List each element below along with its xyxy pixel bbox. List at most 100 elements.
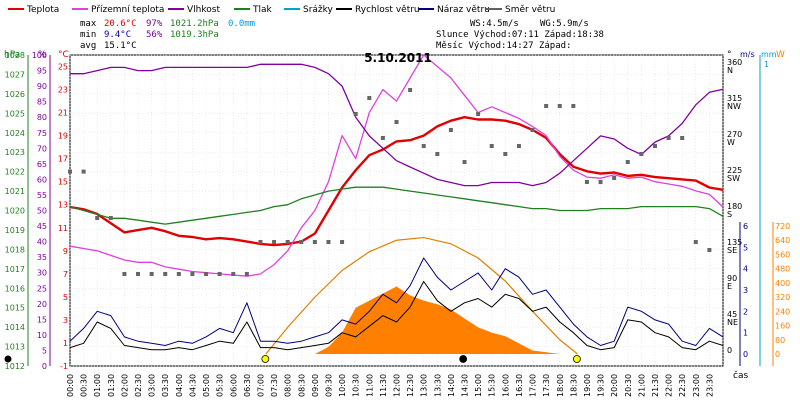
- pct-tick-label: 60: [37, 175, 47, 184]
- wind-dir-point: [462, 160, 467, 164]
- x-tick-label: 15:30: [488, 374, 497, 397]
- hpa-tick-label: 1019: [5, 226, 25, 235]
- x-tick-label: 05:30: [216, 374, 225, 397]
- x-tick-label: 05:00: [202, 374, 211, 397]
- w-tick-label: 560: [775, 250, 790, 259]
- w-tick-label: 240: [775, 307, 790, 316]
- x-tick-label: 20:30: [624, 374, 633, 397]
- x-tick-label: 04:00: [175, 374, 184, 397]
- wind-dir-point: [625, 160, 630, 164]
- temp-tick-label: 5: [63, 293, 68, 302]
- dir-tick-label: NE: [727, 318, 738, 327]
- hpa-tick-label: 1015: [5, 304, 25, 313]
- temp-tick-label: 15: [58, 178, 68, 187]
- pct-tick-label: 70: [37, 144, 47, 153]
- ms-axis-title: m/s: [740, 50, 755, 59]
- dir-tick-label: N: [727, 66, 733, 75]
- wind-dir-point: [680, 136, 685, 140]
- hpa-tick-label: 1025: [5, 109, 25, 118]
- wind-dir-point: [516, 144, 521, 148]
- wind-dir-point: [476, 112, 481, 116]
- wind-dir-point: [707, 248, 712, 252]
- x-tick-label: 16:00: [501, 374, 510, 397]
- wind-dir-point: [299, 240, 304, 244]
- dir-tick-label: S: [727, 210, 732, 219]
- series-line-vlhkost: [70, 63, 724, 187]
- x-tick-label: 02:30: [134, 374, 143, 397]
- x-tick-label: 08:30: [297, 374, 306, 397]
- dir-tick-label: W: [727, 138, 735, 147]
- pct-tick-label: 35: [37, 253, 47, 262]
- stat-min-label: min: [80, 30, 96, 40]
- ms-tick-label: 1: [743, 329, 748, 338]
- hpa-tick-label: 1020: [5, 207, 25, 216]
- hpa-tick-label: 1016: [5, 284, 25, 293]
- temp-tick-label: 13: [58, 201, 68, 210]
- w-tick-label: 160: [775, 322, 790, 331]
- pct-tick-label: 15: [37, 315, 47, 324]
- temp-tick-label: 21: [58, 109, 68, 118]
- mm-axis-title: mm: [761, 50, 777, 59]
- x-tick-label: 09:30: [324, 374, 333, 397]
- x-tick-label: 11:30: [379, 374, 388, 397]
- axes: hPa1012101310141015101610171018101910201…: [4, 50, 790, 371]
- dir-tick-label: 225: [727, 166, 742, 175]
- x-tick-label: 19:30: [597, 374, 606, 397]
- stat-max-hum: 97%: [146, 19, 163, 29]
- temp-tick-label: 17: [58, 155, 68, 164]
- wind-dir-point: [204, 272, 209, 276]
- stat-min-temp: 9.4°C: [104, 30, 131, 40]
- sunrise-marker: [261, 355, 270, 363]
- x-tick-label: 20:00: [610, 374, 619, 397]
- x-tick-label: 03:00: [148, 374, 157, 397]
- wind-dir-point: [258, 240, 263, 244]
- pct-tick-label: 5: [42, 346, 47, 355]
- pct-axis-title: %: [38, 50, 47, 60]
- wind-dir-point: [380, 136, 385, 140]
- dir-tick-label: SW: [727, 174, 740, 183]
- wind-dir-point: [272, 240, 277, 244]
- series-line-přízemní-teplota: [69, 54, 724, 277]
- x-tick-label: 17:00: [529, 374, 538, 397]
- dir-axis-title: °: [727, 50, 732, 60]
- x-tick-label: 14:00: [447, 374, 456, 397]
- wind-dir-point: [108, 216, 113, 220]
- x-tick-label: 08:00: [284, 374, 293, 397]
- wind-dir-point: [394, 120, 399, 124]
- pct-tick-label: 100: [32, 51, 47, 60]
- wind-gust-line: [69, 257, 724, 346]
- wind-dir-point: [421, 144, 426, 148]
- w-tick-label: 400: [775, 279, 790, 288]
- moonrise-marker: [459, 355, 468, 363]
- hpa-tick-label: 1026: [5, 90, 25, 99]
- wind-dir-point: [285, 240, 290, 244]
- wind-dir-point: [530, 128, 535, 132]
- wind-dir-point: [217, 272, 222, 276]
- wind-dir-point: [353, 112, 358, 116]
- x-tick-label: 06:30: [243, 374, 252, 397]
- stat-avg-temp: 15.1°C: [104, 41, 137, 51]
- x-tick-label: 03:30: [161, 374, 170, 397]
- wind-dir-point: [544, 104, 549, 108]
- pct-tick-label: 20: [37, 300, 47, 309]
- dir-tick-label: SE: [727, 246, 737, 255]
- wind-dir-point: [231, 272, 236, 276]
- temp-tick-label: 9: [63, 247, 68, 256]
- x-tick-label: 06:00: [229, 374, 238, 397]
- ms-tick-label: 6: [743, 222, 748, 231]
- pct-tick-label: 85: [37, 98, 47, 107]
- wind-dir-point: [571, 104, 576, 108]
- wind-dir-point: [81, 169, 86, 174]
- wind-dir-point: [244, 272, 249, 276]
- stat-avg-label: avg: [80, 41, 96, 51]
- wind-dir-point: [176, 272, 181, 276]
- x-tick-label: 01:00: [93, 374, 102, 397]
- wind-dir-point: [95, 216, 100, 220]
- hpa-tick-label: 1021: [5, 187, 25, 196]
- x-tick-label: 23:30: [705, 374, 714, 397]
- x-tick-label: 18:30: [569, 374, 578, 397]
- x-tick-label: 07:00: [256, 374, 265, 397]
- hpa-tick-label: 1018: [5, 245, 25, 254]
- wind-dir-point: [68, 169, 72, 174]
- hpa-tick-label: 1023: [5, 148, 25, 157]
